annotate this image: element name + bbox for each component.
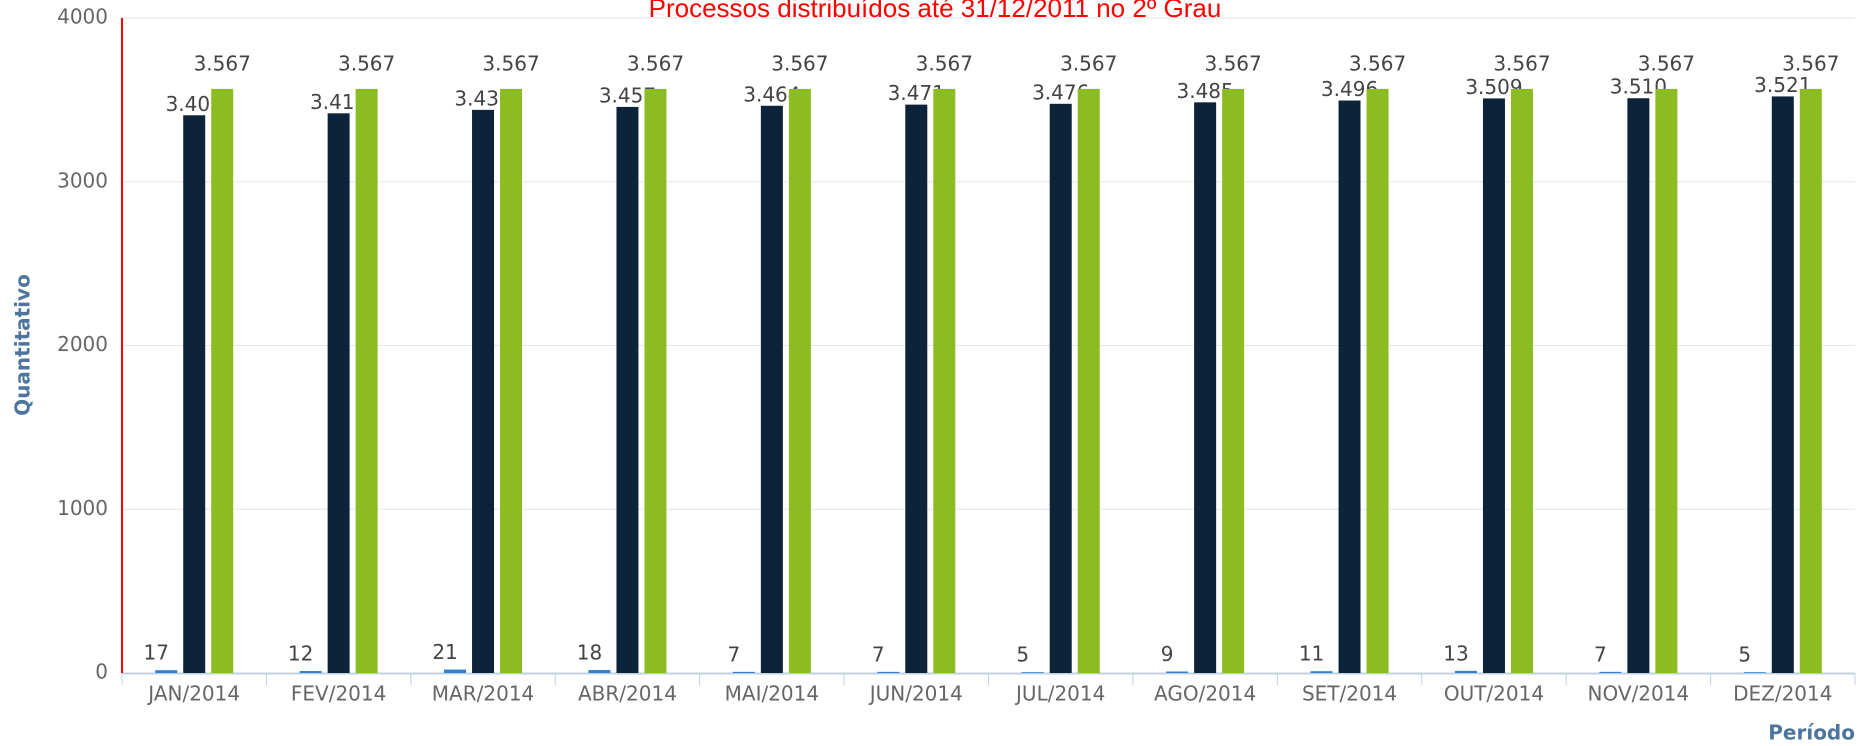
bar xyxy=(211,88,234,673)
x-tick-label: JUL/2014 xyxy=(1014,682,1105,706)
bar xyxy=(1510,88,1533,673)
x-tick-label: FEV/2014 xyxy=(291,682,386,706)
data-label: 18 xyxy=(577,641,602,665)
y-axis-label: Quantitativo xyxy=(11,274,35,416)
data-label: 11 xyxy=(1299,642,1324,666)
data-label: 3.567 xyxy=(482,51,539,75)
chart-title: Processos distribuídos até 31/12/2011 no… xyxy=(649,0,1222,23)
bar xyxy=(877,671,900,673)
bar xyxy=(444,669,467,673)
x-tick-label: JAN/2014 xyxy=(146,682,240,706)
bar xyxy=(1077,88,1100,673)
data-label: 3.567 xyxy=(1060,51,1117,75)
bar xyxy=(1166,671,1189,673)
x-tick-label: SET/2014 xyxy=(1302,682,1397,706)
y-tick-label: 4000 xyxy=(57,5,108,29)
data-label: 12 xyxy=(288,642,313,666)
bar xyxy=(1366,88,1389,673)
bar xyxy=(1021,672,1044,673)
data-label: 5 xyxy=(1738,643,1751,667)
data-label: 3.567 xyxy=(1638,51,1695,75)
bar xyxy=(155,670,178,673)
bar xyxy=(905,104,928,673)
bar xyxy=(1338,100,1361,673)
data-label: 3.567 xyxy=(916,51,973,75)
bar xyxy=(1482,98,1505,674)
y-tick-label: 1000 xyxy=(57,496,108,520)
bar xyxy=(183,115,206,673)
data-label: 21 xyxy=(432,640,457,664)
x-axis-label: Período xyxy=(1768,721,1855,745)
data-label: 7 xyxy=(1594,642,1607,666)
bar xyxy=(327,113,350,674)
data-label: 7 xyxy=(728,642,741,666)
bar xyxy=(299,671,322,673)
bar xyxy=(1454,670,1477,673)
bar xyxy=(1771,96,1794,673)
bar xyxy=(788,88,811,673)
bar xyxy=(588,670,611,673)
y-tick-label: 3000 xyxy=(57,168,108,192)
data-label: 7 xyxy=(872,642,885,666)
x-tick-label: AGO/2014 xyxy=(1154,682,1256,706)
bar xyxy=(1743,672,1766,673)
bar xyxy=(760,105,783,673)
bar xyxy=(732,671,755,673)
bar xyxy=(616,106,639,673)
x-tick-label: MAI/2014 xyxy=(725,682,819,706)
data-label: 3.567 xyxy=(1204,51,1261,75)
data-label: 3.567 xyxy=(1493,51,1550,75)
bar xyxy=(1194,102,1217,674)
x-tick-label: ABR/2014 xyxy=(578,682,677,706)
data-label: 5 xyxy=(1016,643,1029,667)
data-label: 3.567 xyxy=(194,51,251,75)
bar xyxy=(472,109,495,673)
bar xyxy=(500,88,523,673)
data-label: 3.567 xyxy=(338,51,395,75)
x-tick-label: NOV/2014 xyxy=(1588,682,1690,706)
bar xyxy=(355,88,378,673)
data-label: 9 xyxy=(1161,642,1174,666)
data-label: 3.567 xyxy=(627,51,684,75)
x-tick-label: MAR/2014 xyxy=(432,682,534,706)
data-label: 3.567 xyxy=(1782,51,1839,75)
bar xyxy=(1310,671,1333,673)
bar xyxy=(1049,103,1072,674)
data-label: 3.567 xyxy=(1349,51,1406,75)
bar xyxy=(1799,88,1822,673)
x-tick-label: OUT/2014 xyxy=(1444,682,1544,706)
data-label: 13 xyxy=(1443,641,1468,665)
bar xyxy=(1222,88,1245,673)
y-tick-label: 0 xyxy=(95,660,108,684)
x-tick-label: JUN/2014 xyxy=(868,682,963,706)
bar xyxy=(644,88,667,673)
bar xyxy=(1655,88,1678,673)
data-label: 17 xyxy=(143,641,168,665)
y-tick-label: 2000 xyxy=(57,332,108,356)
data-label: 3.567 xyxy=(771,51,828,75)
bar xyxy=(933,88,956,673)
x-tick-label: DEZ/2014 xyxy=(1733,682,1832,706)
bar xyxy=(1599,671,1622,673)
bar xyxy=(1627,98,1650,674)
